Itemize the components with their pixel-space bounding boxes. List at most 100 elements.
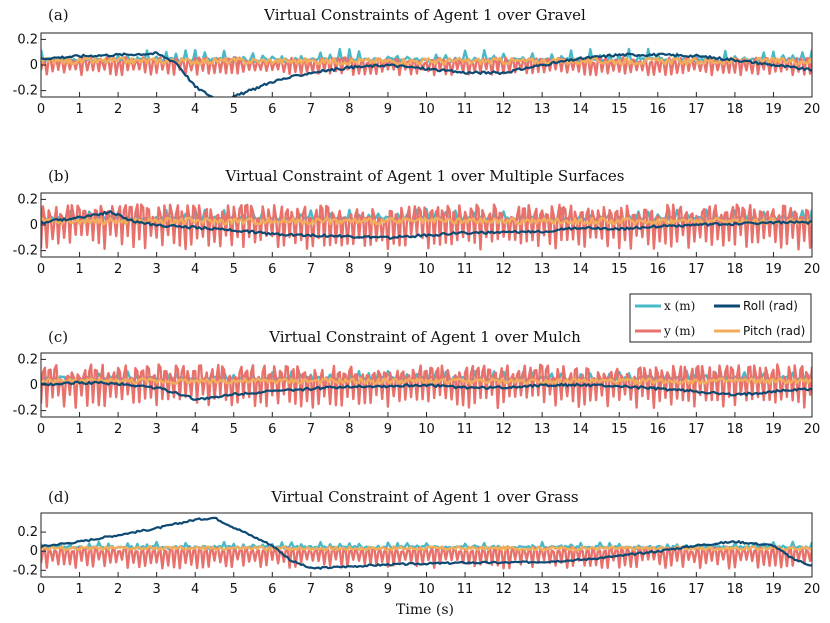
panel-b-title: Virtual Constraint of Agent 1 over Multi… <box>224 167 624 185</box>
x-tick-label: 12 <box>495 422 512 437</box>
x-tick-label: 17 <box>688 262 705 277</box>
x-tick-label: 4 <box>191 262 199 277</box>
legend-roll-label: Roll (rad) <box>743 299 798 313</box>
x-tick-label: 0 <box>37 582 45 597</box>
x-tick-label: 19 <box>765 262 782 277</box>
x-tick-label: 14 <box>572 582 589 597</box>
x-tick-label: 15 <box>611 102 628 117</box>
x-tick-label: 8 <box>345 262 353 277</box>
x-tick-label: 13 <box>534 102 551 117</box>
x-tick-label: 7 <box>307 262 315 277</box>
x-tick-label: 6 <box>268 262 276 277</box>
x-tick-label: 8 <box>345 422 353 437</box>
x-tick-label: 8 <box>345 102 353 117</box>
y-tick-label: -0.2 <box>13 563 38 578</box>
x-tick-label: 11 <box>457 422 474 437</box>
panel-d-label: (d) <box>48 488 69 506</box>
panel-d-series <box>41 518 812 569</box>
x-tick-label: 10 <box>418 102 435 117</box>
panel-a-label: (a) <box>48 6 69 24</box>
panel-b-series <box>41 205 812 250</box>
x-tick-label: 10 <box>418 582 435 597</box>
y-tick-label: 0.2 <box>17 352 38 367</box>
x-tick-label: 0 <box>37 102 45 117</box>
x-tick-label: 1 <box>75 422 83 437</box>
x-tick-label: 6 <box>268 102 276 117</box>
panel-a-axes: 0 1 2 3 4 5 6 7 8 9 10 11 12 13 14 15 16 17 18 19 200.20-0.2 <box>13 32 821 117</box>
x-tick-label: 5 <box>230 422 238 437</box>
panel-a: Virtual Constraints of Agent 1 over Grav… <box>13 6 821 117</box>
x-tick-label: 2 <box>114 422 122 437</box>
y-tick-label: -0.2 <box>13 404 38 419</box>
x-tick-label: 9 <box>384 262 392 277</box>
legend-y-label: y (m) <box>663 324 695 338</box>
x-tick-label: 8 <box>345 582 353 597</box>
x-tick-label: 20 <box>804 582 821 597</box>
x-tick-label: 3 <box>153 582 161 597</box>
y-tick-label: 0.2 <box>17 192 38 207</box>
x-tick-label: 2 <box>114 102 122 117</box>
x-tick-label: 7 <box>307 102 315 117</box>
panel-c-series <box>41 365 812 408</box>
x-tick-label: 0 <box>37 422 45 437</box>
legend-x-label: x (m) <box>664 299 695 313</box>
x-tick-label: 4 <box>191 422 199 437</box>
x-tick-label: 18 <box>727 102 744 117</box>
x-tick-label: 16 <box>650 102 667 117</box>
x-tick-label: 2 <box>114 582 122 597</box>
x-tick-label: 18 <box>727 582 744 597</box>
panel-a-series <box>41 49 812 99</box>
x-tick-label: 20 <box>804 422 821 437</box>
x-tick-label: 5 <box>230 262 238 277</box>
x-tick-label: 19 <box>765 582 782 597</box>
x-tick-label: 12 <box>495 262 512 277</box>
legend: x (m) y (m) Roll (rad) Pitch (rad) <box>630 294 811 342</box>
figure: Virtual Constraints of Agent 1 over Grav… <box>0 0 830 623</box>
y-tick-label: 0 <box>30 378 38 393</box>
x-tick-label: 0 <box>37 262 45 277</box>
panel-c: Virtual Constraint of Agent 1 over Mulch… <box>13 328 821 437</box>
x-tick-label: 4 <box>191 582 199 597</box>
x-tick-label: 6 <box>268 422 276 437</box>
x-tick-label: 14 <box>572 422 589 437</box>
panel-1-y-line <box>41 205 812 250</box>
x-tick-label: 20 <box>804 102 821 117</box>
y-tick-label: 0 <box>30 58 38 73</box>
x-tick-label: 16 <box>650 582 667 597</box>
x-tick-label: 12 <box>495 102 512 117</box>
x-tick-label: 5 <box>230 102 238 117</box>
panel-c-label: (c) <box>48 328 68 346</box>
x-tick-label: 13 <box>534 422 551 437</box>
x-tick-label: 14 <box>572 102 589 117</box>
x-tick-label: 9 <box>384 582 392 597</box>
x-tick-label: 10 <box>418 262 435 277</box>
panel-c-title: Virtual Constraint of Agent 1 over Mulch <box>268 328 581 346</box>
panel-d-title: Virtual Constraint of Agent 1 over Grass <box>270 488 578 506</box>
x-tick-label: 3 <box>153 262 161 277</box>
x-tick-label: 17 <box>688 582 705 597</box>
panel-b: Virtual Constraint of Agent 1 over Multi… <box>13 167 821 277</box>
x-tick-label: 7 <box>307 422 315 437</box>
y-tick-label: -0.2 <box>13 244 38 259</box>
y-tick-label: 0 <box>30 544 38 559</box>
panel-d: Virtual Constraint of Agent 1 over Grass… <box>13 488 821 597</box>
x-axis-label: Time (s) <box>396 602 454 618</box>
x-tick-label: 18 <box>727 422 744 437</box>
x-tick-label: 10 <box>418 422 435 437</box>
y-tick-label: 0.2 <box>17 32 38 47</box>
x-tick-label: 2 <box>114 262 122 277</box>
x-tick-label: 16 <box>650 262 667 277</box>
x-tick-label: 4 <box>191 102 199 117</box>
x-tick-label: 1 <box>75 102 83 117</box>
x-tick-label: 7 <box>307 582 315 597</box>
x-tick-label: 1 <box>75 582 83 597</box>
legend-pitch-label: Pitch (rad) <box>743 324 805 338</box>
x-tick-label: 12 <box>495 582 512 597</box>
x-tick-label: 17 <box>688 102 705 117</box>
y-tick-label: -0.2 <box>13 84 38 99</box>
y-tick-label: 0.2 <box>17 525 38 540</box>
panel-b-label: (b) <box>48 167 69 185</box>
x-tick-label: 15 <box>611 422 628 437</box>
x-tick-label: 13 <box>534 262 551 277</box>
x-tick-label: 17 <box>688 422 705 437</box>
